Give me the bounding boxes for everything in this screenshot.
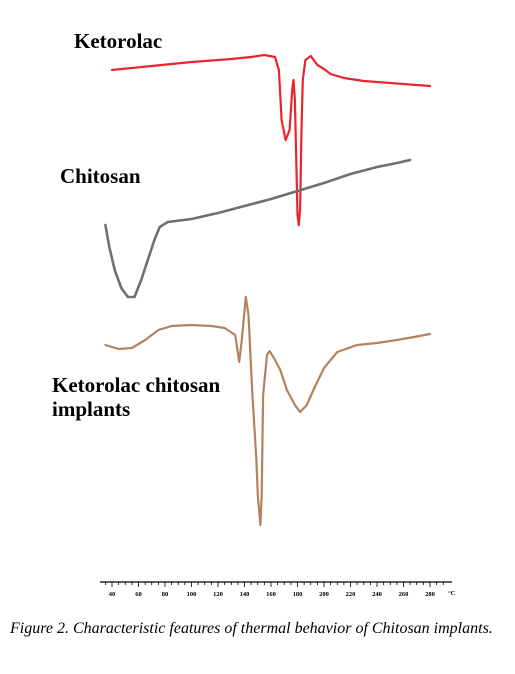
series-label-chitosan: Chitosan: [60, 164, 141, 188]
x-tick-label: 260: [399, 591, 409, 598]
x-tick-label: 40: [109, 591, 116, 598]
x-tick-label: 80: [162, 591, 169, 598]
x-tick-label: 140: [240, 591, 250, 598]
x-tick-label: 100: [187, 591, 197, 598]
x-tick-label: 60: [135, 591, 142, 598]
x-tick-label: 220: [346, 591, 356, 598]
x-tick-label: 200: [319, 591, 329, 598]
series-label-ketorolac-chitosan-implants: Ketorolac chitosan implants: [52, 373, 221, 421]
series-line-ketorolac: [110, 53, 432, 227]
thermogram-plot: 40 60 80 100 120 140 160 180 200 220 240 260 280 °C: [100, 53, 456, 598]
x-tick-label: 280: [425, 591, 435, 598]
thermogram-figure: 40 60 80 100 120 140 160 180 200 220 240 260 280 °C K…: [52, 29, 456, 598]
x-tick-label: 120: [213, 591, 223, 598]
series-line-ketorolac-chitosan-implants: [104, 295, 432, 527]
x-tick-label: 240: [372, 591, 382, 598]
x-tick-label: 180: [293, 591, 303, 598]
figure-caption-label: Figure 2.: [10, 620, 69, 637]
series-line-chitosan: [104, 158, 412, 299]
figure-caption: Figure 2. Characteristic features of the…: [10, 618, 506, 640]
series-label-ketorolac: Ketorolac: [74, 29, 163, 53]
figure-caption-text: Characteristic features of thermal behav…: [72, 620, 493, 637]
x-tick-label: 160: [266, 591, 276, 598]
x-axis-unit: °C: [448, 590, 456, 597]
